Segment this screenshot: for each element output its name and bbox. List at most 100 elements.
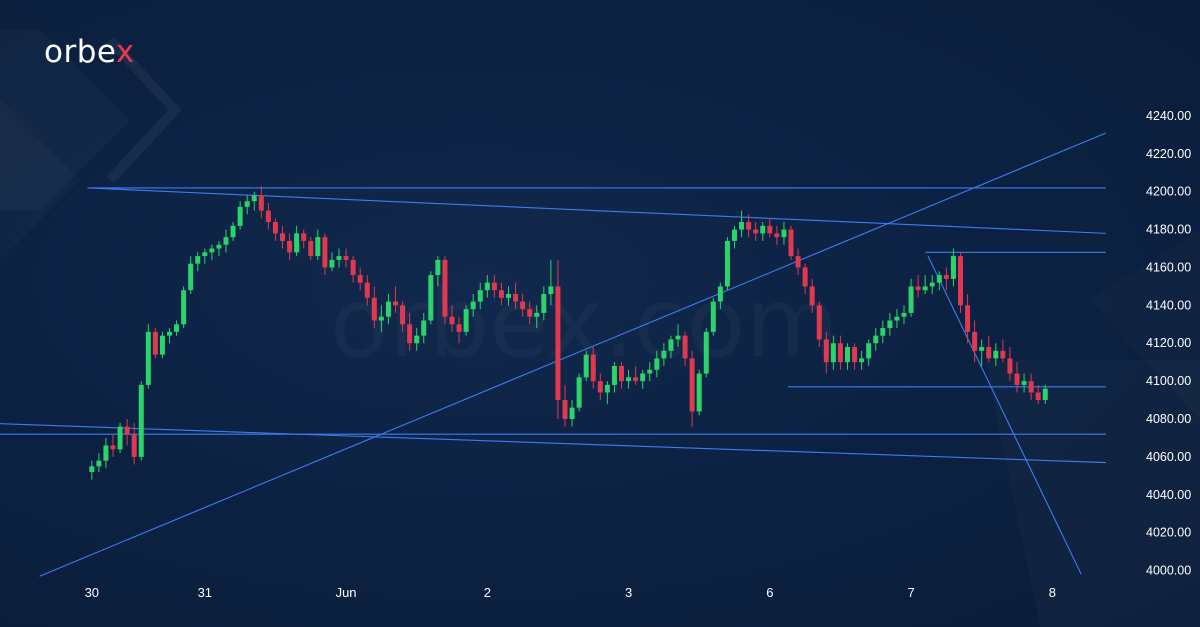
candle-body — [604, 384, 610, 393]
trendline-lower-channel — [0, 423, 1107, 464]
candle — [986, 335, 992, 363]
candle-body — [315, 237, 321, 257]
candle — [181, 286, 187, 329]
candle — [1000, 339, 1006, 363]
candle-body — [703, 331, 709, 374]
candle-body — [837, 343, 843, 363]
candle — [802, 263, 808, 294]
candlesticks — [89, 186, 1048, 480]
candle — [597, 373, 603, 401]
y-tick-label: 4020.00 — [1146, 526, 1191, 540]
candle — [901, 305, 907, 325]
candle-body — [308, 240, 314, 257]
candle — [703, 328, 709, 378]
candle — [393, 286, 398, 313]
candle-body — [682, 335, 688, 359]
candle-body — [287, 240, 293, 253]
candle — [562, 384, 568, 427]
trendline-falling-trendline — [927, 255, 1082, 575]
candle-body — [1028, 381, 1034, 393]
candle — [583, 350, 589, 382]
x-tick-label: 6 — [766, 585, 773, 600]
candle — [965, 293, 971, 344]
x-axis: 30 31 Jun 2 3 6 7 8 — [85, 585, 1056, 600]
candle — [315, 229, 321, 260]
candle-body — [852, 347, 858, 363]
candle-body — [506, 293, 511, 298]
candle — [929, 275, 935, 294]
candle-body — [343, 256, 349, 260]
candle — [873, 328, 879, 351]
candle — [534, 305, 540, 329]
candle-body — [661, 350, 667, 359]
candle — [110, 434, 116, 457]
candle-body — [89, 466, 95, 473]
candle — [1042, 384, 1048, 404]
candle-body — [894, 316, 900, 321]
candle — [195, 252, 201, 272]
candle-body — [689, 358, 695, 412]
candle-body — [866, 343, 872, 359]
candle-body — [781, 229, 787, 238]
candle — [378, 305, 384, 332]
candle — [371, 286, 377, 329]
candle-body — [491, 282, 497, 291]
candle — [513, 282, 519, 310]
candle-body — [421, 320, 427, 336]
candle — [117, 422, 123, 454]
candle — [343, 248, 349, 268]
candle-body — [357, 275, 363, 283]
candle — [958, 252, 963, 313]
candle — [781, 222, 787, 245]
y-tick-label: 4000.00 — [1146, 564, 1191, 578]
candle — [746, 214, 752, 238]
candle-body — [880, 328, 886, 336]
y-tick-label: 4080.00 — [1146, 412, 1191, 426]
candle — [159, 331, 165, 359]
candle-body — [647, 369, 653, 374]
candle-body — [181, 290, 187, 325]
candle-body — [265, 210, 271, 223]
candle — [569, 400, 575, 427]
candle-body — [887, 320, 893, 329]
candle — [845, 343, 850, 370]
candle — [435, 256, 441, 287]
candle-body — [117, 426, 123, 450]
candle — [350, 256, 356, 283]
candle-body — [1014, 373, 1020, 385]
candle — [131, 422, 137, 465]
y-tick-label: 4100.00 — [1146, 374, 1191, 388]
candle — [265, 203, 271, 230]
candle — [308, 237, 314, 260]
candle-body — [174, 324, 180, 332]
candle — [251, 191, 257, 211]
candle-body — [103, 445, 109, 461]
candle-body — [576, 377, 582, 408]
candle — [795, 248, 801, 276]
candle-body — [435, 259, 441, 276]
candle — [668, 335, 674, 359]
candle — [894, 309, 900, 329]
candle-body — [809, 286, 815, 306]
candle — [491, 275, 497, 298]
candle-body — [562, 400, 568, 419]
candle — [640, 369, 646, 389]
candle — [287, 233, 293, 260]
candle-body — [513, 293, 519, 302]
candle — [576, 373, 582, 412]
candle-body — [873, 335, 879, 344]
candle-body — [195, 256, 201, 264]
candle-body — [583, 354, 589, 378]
x-tick-label: 31 — [198, 585, 212, 600]
candle — [400, 301, 406, 332]
candle — [216, 240, 222, 257]
candle-body — [626, 377, 632, 382]
candle-body — [272, 222, 278, 234]
candle-body — [280, 233, 285, 241]
candle — [661, 343, 667, 366]
deco-chevron — [106, 36, 182, 184]
candle — [336, 248, 342, 268]
candle — [223, 229, 229, 253]
logo-x-mark: x — [115, 34, 135, 70]
